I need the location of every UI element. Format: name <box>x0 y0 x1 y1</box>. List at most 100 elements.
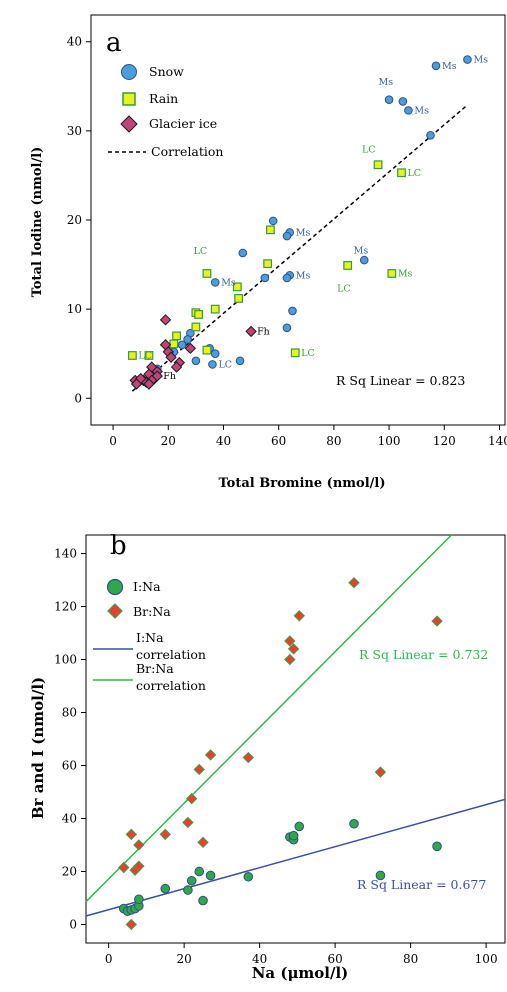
panel-a-letter: a <box>106 28 122 58</box>
point-label: Ms <box>354 245 369 256</box>
chart-a-point-labels: Ms Ms Ms Ms Ms Ms Ms Ms Ms LC LC LC LC LC LC LC Fh Fh <box>138 55 488 382</box>
point-label: Ms <box>296 270 311 281</box>
ina-point <box>194 866 205 877</box>
rain-point <box>232 282 242 292</box>
glacier-ice-point <box>143 378 155 390</box>
chart-a-axes: 0 20 40 60 80 100 120 140 0 10 20 30 40 <box>67 14 507 448</box>
x-tick-label: 100 <box>475 952 498 966</box>
brna-correlation-line <box>85 534 452 903</box>
x-tick-label: 0 <box>105 952 113 966</box>
chart-a-rsq: R Sq Linear = 0.823 <box>336 373 465 388</box>
glacier-ice-point <box>165 351 177 363</box>
x-tick-label: 20 <box>177 952 192 966</box>
snow-point <box>210 278 220 287</box>
point-label: Ms <box>221 277 236 288</box>
point-label: Ms <box>398 268 413 279</box>
rain-point <box>202 345 212 355</box>
legend-brna-corr-label-1: Br:Na <box>136 661 174 676</box>
brna-point <box>193 763 205 776</box>
brna-point <box>133 839 145 851</box>
panel-b-letter: b <box>110 531 127 561</box>
rain-point <box>191 322 201 332</box>
chart-b-points <box>118 576 443 931</box>
rain-point <box>387 269 397 278</box>
rain-point <box>397 168 406 178</box>
y-tick-label: 60 <box>62 758 77 772</box>
legend-correlation-label: Correlation <box>151 144 224 159</box>
x-tick-label: 20 <box>161 434 176 448</box>
point-label: LC <box>362 145 376 156</box>
chart-b-correlations <box>85 534 506 917</box>
legend-glacier-label: Glacier ice <box>149 116 217 131</box>
legend-ina-corr-label-2: correlation <box>136 647 206 662</box>
x-tick-label: 60 <box>271 434 286 448</box>
snow-point <box>463 55 472 64</box>
snow-point <box>238 248 248 258</box>
x-tick-label: 80 <box>326 434 341 448</box>
snow-point <box>384 95 394 104</box>
y-tick-label: 10 <box>67 302 82 316</box>
chart-a-ylabel: Total Iodine (nmol/l) <box>30 147 45 298</box>
rain-point <box>210 304 220 314</box>
point-label: Ms <box>414 105 429 116</box>
brna-point <box>431 615 443 627</box>
legend-brna-label: Br:Na <box>133 604 171 619</box>
chart-b-rsq-ina: R Sq Linear = 0.677 <box>357 877 486 892</box>
rain-point <box>373 160 383 170</box>
y-tick-label: 0 <box>69 917 77 931</box>
point-label: Ms <box>379 77 394 88</box>
ina-point <box>432 841 442 852</box>
x-tick-label: 40 <box>252 952 267 966</box>
y-tick-label: 40 <box>67 35 82 49</box>
brna-point <box>118 861 130 874</box>
point-label: LC <box>301 348 315 359</box>
brna-point <box>293 610 305 622</box>
brna-point <box>284 635 296 647</box>
snow-point <box>210 349 220 358</box>
point-label: Fh <box>257 326 270 337</box>
rain-point <box>172 331 181 341</box>
point-label: LC <box>194 246 208 257</box>
y-tick-label: 20 <box>67 213 82 227</box>
ina-point <box>243 871 254 882</box>
chart-b-ylabel: Br and I (nmol/l) <box>29 677 47 819</box>
ina-point <box>288 830 299 841</box>
y-tick-label: 120 <box>54 600 77 614</box>
snow-point <box>235 356 245 366</box>
brna-point <box>287 643 300 655</box>
y-tick-label: 80 <box>62 706 77 720</box>
y-tick-label: 30 <box>67 124 82 138</box>
rain-point <box>128 351 137 360</box>
y-tick-label: 20 <box>62 864 77 878</box>
brna-point <box>284 653 296 666</box>
legend-ina-corr-label-1: I:Na <box>136 630 164 645</box>
legend-glacier-marker <box>120 115 138 133</box>
rain-point <box>194 310 204 319</box>
y-tick-label: 40 <box>62 811 77 825</box>
x-tick-label: 100 <box>378 434 401 448</box>
ina-point <box>160 883 171 894</box>
ina-point <box>134 894 144 905</box>
glacier-ice-point <box>245 325 257 338</box>
glacier-ice-point <box>184 342 197 355</box>
legend-rain-marker <box>122 92 136 106</box>
chart-a-legend: Snow Rain Glacier ice Correlation <box>108 64 224 159</box>
y-tick-label: 100 <box>54 653 77 667</box>
snow-point <box>177 340 187 350</box>
brna-point <box>197 836 209 849</box>
rain-point <box>343 261 353 270</box>
chart-b-frame <box>85 534 506 944</box>
point-label: LC <box>218 359 232 370</box>
chart-b-xlabel: Na (μmol/l) <box>252 964 349 982</box>
chart-a-points <box>128 55 472 390</box>
brna-point <box>125 828 138 841</box>
brna-point <box>204 749 217 761</box>
ina-point <box>186 875 197 886</box>
snow-point <box>431 61 441 71</box>
legend-ina-label: I:Na <box>133 579 161 594</box>
snow-point <box>288 306 297 316</box>
chart-a-xlabel: Total Bromine (nmol/l) <box>218 476 385 491</box>
snow-point <box>398 97 408 106</box>
snow-point <box>191 356 201 366</box>
brna-point <box>185 792 198 805</box>
